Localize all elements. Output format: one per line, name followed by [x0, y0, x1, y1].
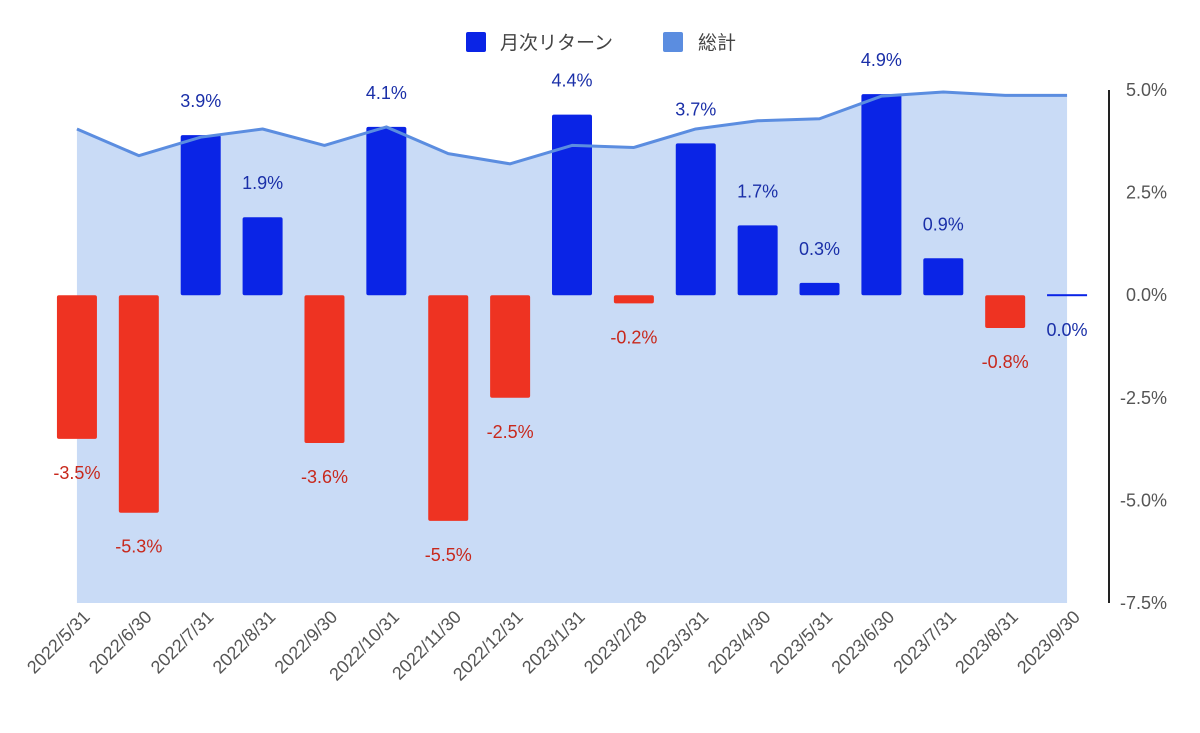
bar-2022/12/31 — [490, 295, 531, 398]
bar-data-labels: -3.5% -5.3% 3.9% 1.9% -3.6% 4.1% -5.5% -2.5% 4.4… — [53, 50, 1087, 565]
y-tick-label: -5.0% — [1120, 490, 1167, 510]
x-tick-label: 2023/2/28 — [580, 607, 651, 678]
legend: 月次リターン 総計 — [466, 32, 736, 54]
data-label-2023/9/30: 0.0% — [1047, 320, 1088, 340]
x-tick-label: 2023/1/31 — [518, 607, 589, 678]
data-label-2022/7/31: 3.9% — [180, 91, 221, 111]
data-label-2022/12/31: -2.5% — [487, 422, 534, 442]
bar-2023/3/31 — [675, 143, 716, 296]
bar-2022/5/31 — [56, 295, 97, 439]
x-tick-label: 2023/5/31 — [766, 607, 837, 678]
data-label-2023/3/31: 3.7% — [675, 99, 716, 119]
bar-2022/7/31 — [180, 135, 221, 296]
data-label-2023/4/30: 1.7% — [737, 181, 778, 201]
data-label-2022/9/30: -3.6% — [301, 467, 348, 487]
total-area-layer — [76, 92, 1068, 603]
bar-2022/6/30 — [118, 295, 159, 513]
bar-2022/8/31 — [242, 217, 283, 296]
total-line-layer — [76, 90, 1068, 166]
x-tick-label: 2023/4/30 — [704, 607, 775, 678]
legend-label-monthly-return: 月次リターン — [500, 32, 613, 54]
x-tick-label: 2023/7/31 — [889, 607, 960, 678]
total-line — [76, 90, 1068, 166]
total-area-fill — [76, 92, 1068, 603]
y-axis: 5.0% 2.5% 0.0% -2.5% -5.0% -7.5% — [1108, 80, 1167, 613]
y-tick-label: -7.5% — [1120, 593, 1167, 613]
x-tick-label: 2022/6/30 — [85, 607, 156, 678]
bar-2022/11/30 — [428, 295, 469, 521]
bar-2022/9/30 — [304, 295, 345, 443]
x-tick-label: 2023/3/31 — [642, 607, 713, 678]
y-tick-label: -2.5% — [1120, 388, 1167, 408]
x-tick-label: 2023/8/31 — [951, 607, 1022, 678]
bar-2023/2/28 — [613, 295, 654, 304]
y-tick-label: 0.0% — [1126, 285, 1167, 305]
data-label-2022/10/31: 4.1% — [366, 83, 407, 103]
bar-2023/4/30 — [737, 225, 778, 296]
bar-2022/10/31 — [366, 126, 407, 296]
x-tick-label: 2022/8/31 — [209, 607, 280, 678]
y-tick-label: 5.0% — [1126, 80, 1167, 100]
bar-2023/5/31 — [799, 282, 840, 296]
data-label-2022/8/31: 1.9% — [242, 173, 283, 193]
data-label-2022/11/30: -5.5% — [425, 545, 472, 565]
data-label-2022/5/31: -3.5% — [53, 463, 100, 483]
x-tick-label: 2022/7/31 — [147, 607, 218, 678]
bar-2023/1/31 — [552, 114, 592, 296]
data-label-2023/2/28: -0.2% — [610, 327, 657, 347]
x-tick-label: 2022/5/31 — [23, 607, 94, 678]
x-axis: 2022/5/312022/6/302022/7/312022/8/312022… — [23, 607, 1084, 685]
x-tick-label: 2023/9/30 — [1013, 607, 1084, 678]
data-label-2022/6/30: -5.3% — [115, 537, 162, 557]
bar-2023/8/31 — [985, 295, 1026, 329]
legend-swatch-monthly-return — [466, 32, 486, 52]
data-label-2023/1/31: 4.4% — [551, 71, 592, 91]
data-label-2023/7/31: 0.9% — [923, 214, 964, 234]
x-tick-label: 2023/6/30 — [827, 607, 898, 678]
monthly-return-bars — [56, 94, 1088, 521]
data-label-2023/6/30: 4.9% — [861, 50, 902, 70]
legend-label-total: 総計 — [698, 32, 736, 54]
data-label-2023/8/31: -0.8% — [982, 352, 1029, 372]
y-tick-label: 2.5% — [1126, 183, 1167, 203]
bar-2023/6/30 — [861, 94, 902, 296]
data-label-2023/5/31: 0.3% — [799, 239, 840, 259]
bar-2023/9/30 — [1047, 294, 1088, 297]
legend-swatch-total — [663, 32, 683, 52]
bar-2023/7/31 — [923, 258, 964, 296]
